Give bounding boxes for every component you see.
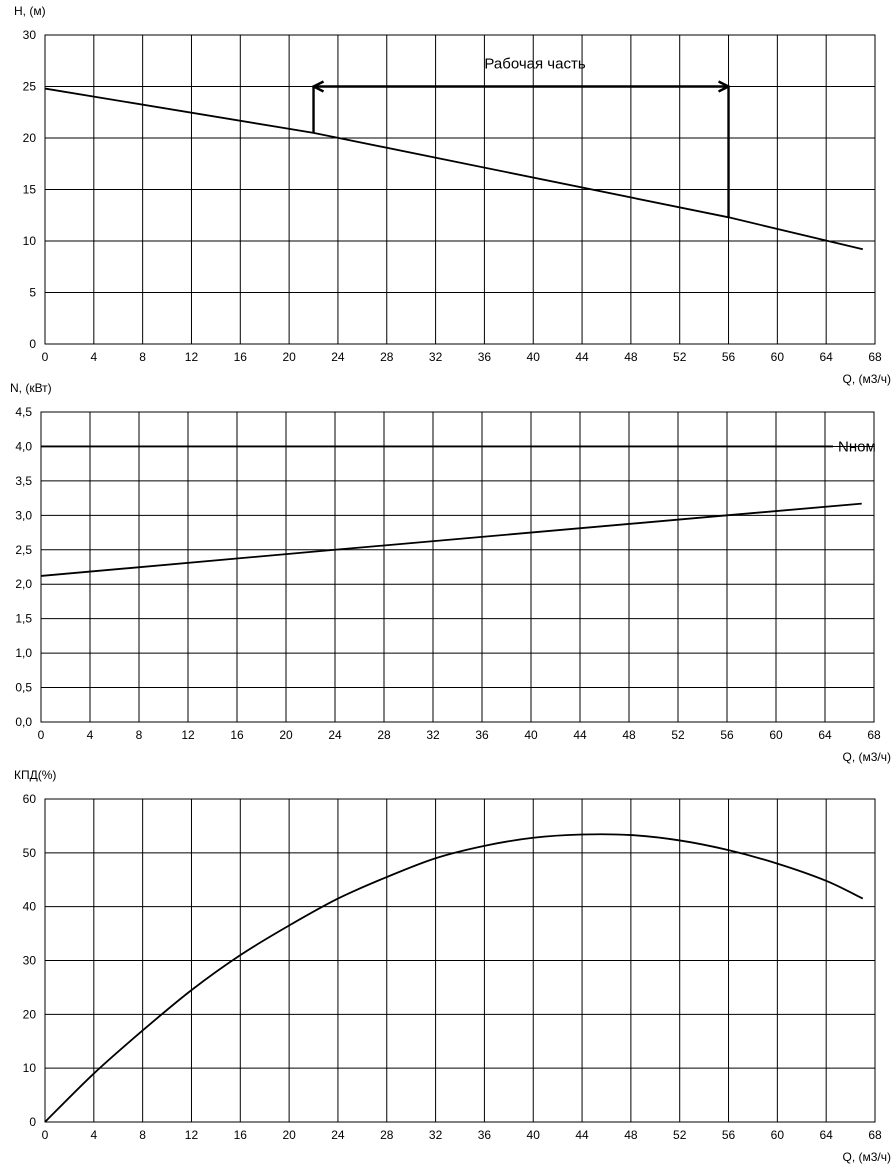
arrow-head-right [717,80,732,93]
y-tick-label: 2,5 [15,543,32,557]
x-tick-label: 48 [622,728,636,742]
y-tick-label: 10 [23,1061,37,1075]
x-tick-label: 64 [818,728,832,742]
y-tick-label: 3,5 [15,474,32,488]
x-tick-label: 56 [722,1128,736,1142]
y-tick-label: 25 [23,80,37,94]
x-tick-label: 32 [429,1128,443,1142]
x-tick-label: 36 [478,1128,492,1142]
x-tick-label: 40 [524,728,538,742]
head-curve [44,87,864,251]
plot-frame [40,411,875,723]
x-tick-label: 8 [139,1128,146,1142]
x-tick-label: 16 [234,1128,248,1142]
x-tick-label: 40 [527,350,541,364]
x-tick-label: 32 [426,728,440,742]
y-axis-label: H, (м) [14,4,46,18]
x-tick-label: 16 [234,350,248,364]
power-curve [40,502,862,577]
x-tick-label: 68 [868,350,882,364]
x-tick-label: 32 [429,350,443,364]
arrow-head-left [310,80,325,93]
x-axis-label: Q, (м3/ч) [842,1150,891,1164]
x-tick-label: 28 [380,1128,394,1142]
power-chart: 0 4 8 12 16 20 24 28 32 36 40 44 48 52 56 60 64 680,00,51… [10,381,891,764]
x-tick-label: 4 [90,350,97,364]
y-axis-label: N, (кВт) [10,381,52,395]
plot-frame [44,34,876,345]
y-tick-label: 0,0 [15,715,32,729]
nominal-power-label: Nном [838,438,876,455]
x-tick-label: 52 [671,728,685,742]
x-tick-label: 4 [87,728,94,742]
efficiency-curve [44,833,864,1123]
efficiency-chart: 0 4 8 12 16 20 24 28 32 36 40 44 48 52 56 60 64 680102030… [14,768,891,1164]
y-tick-label: 2,0 [15,577,32,591]
x-tick-label: 12 [181,728,195,742]
x-tick-label: 16 [230,728,244,742]
y-tick-label: 5 [29,286,36,300]
x-axis-label: Q, (м3/ч) [842,372,891,386]
x-tick-label: 44 [575,1128,589,1142]
x-tick-label: 56 [722,350,736,364]
x-tick-label: 36 [478,350,492,364]
y-tick-label: 0 [29,337,36,351]
x-tick-label: 60 [771,1128,785,1142]
x-tick-label: 64 [819,1128,833,1142]
x-tick-label: 68 [868,1128,882,1142]
x-tick-label: 24 [331,350,345,364]
x-tick-label: 48 [624,1128,638,1142]
y-tick-label: 4,5 [15,405,32,419]
x-tick-label: 56 [720,728,734,742]
x-tick-label: 0 [42,1128,49,1142]
x-tick-label: 20 [282,350,296,364]
x-tick-label: 64 [819,350,833,364]
y-tick-label: 1,0 [15,646,32,660]
y-tick-label: 60 [23,792,37,806]
y-axis-label: КПД(%) [14,768,56,782]
x-tick-label: 52 [673,1128,687,1142]
y-tick-label: 10 [23,234,37,248]
x-tick-label: 0 [38,728,45,742]
x-tick-label: 48 [624,350,638,364]
working-range-label: Рабочая часть [484,56,585,73]
y-tick-label: 15 [23,183,37,197]
x-tick-label: 28 [380,350,394,364]
x-tick-label: 0 [42,350,49,364]
x-tick-label: 20 [282,1128,296,1142]
x-tick-label: 24 [331,1128,345,1142]
y-tick-label: 0 [29,1115,36,1129]
head-chart: 0 4 8 12 16 20 24 28 32 36 40 44 48 52 56 60 64 680510152… [14,4,891,386]
y-tick-label: 3,0 [15,508,32,522]
x-tick-label: 60 [771,350,785,364]
y-tick-label: 30 [23,28,37,42]
x-tick-label: 20 [279,728,293,742]
y-tick-label: 40 [23,900,37,914]
y-tick-label: 0,5 [15,681,32,695]
plot-frame [44,798,876,1123]
x-tick-label: 68 [867,728,881,742]
x-tick-label: 36 [475,728,489,742]
x-tick-label: 60 [769,728,783,742]
x-tick-label: 44 [573,728,587,742]
x-tick-label: 24 [328,728,342,742]
x-tick-label: 44 [575,350,589,364]
x-tick-label: 40 [527,1128,541,1142]
x-tick-label: 8 [139,350,146,364]
y-tick-label: 30 [23,954,37,968]
x-tick-label: 28 [377,728,391,742]
x-tick-label: 12 [185,350,199,364]
y-tick-label: 20 [23,1007,37,1021]
x-axis-label: Q, (м3/ч) [842,750,891,764]
x-tick-label: 8 [136,728,143,742]
x-tick-label: 4 [90,1128,97,1142]
x-tick-label: 12 [185,1128,199,1142]
y-tick-label: 50 [23,846,37,860]
y-tick-label: 1,5 [15,612,32,626]
y-tick-label: 20 [23,131,37,145]
x-tick-label: 52 [673,350,687,364]
y-tick-label: 4,0 [15,439,32,453]
